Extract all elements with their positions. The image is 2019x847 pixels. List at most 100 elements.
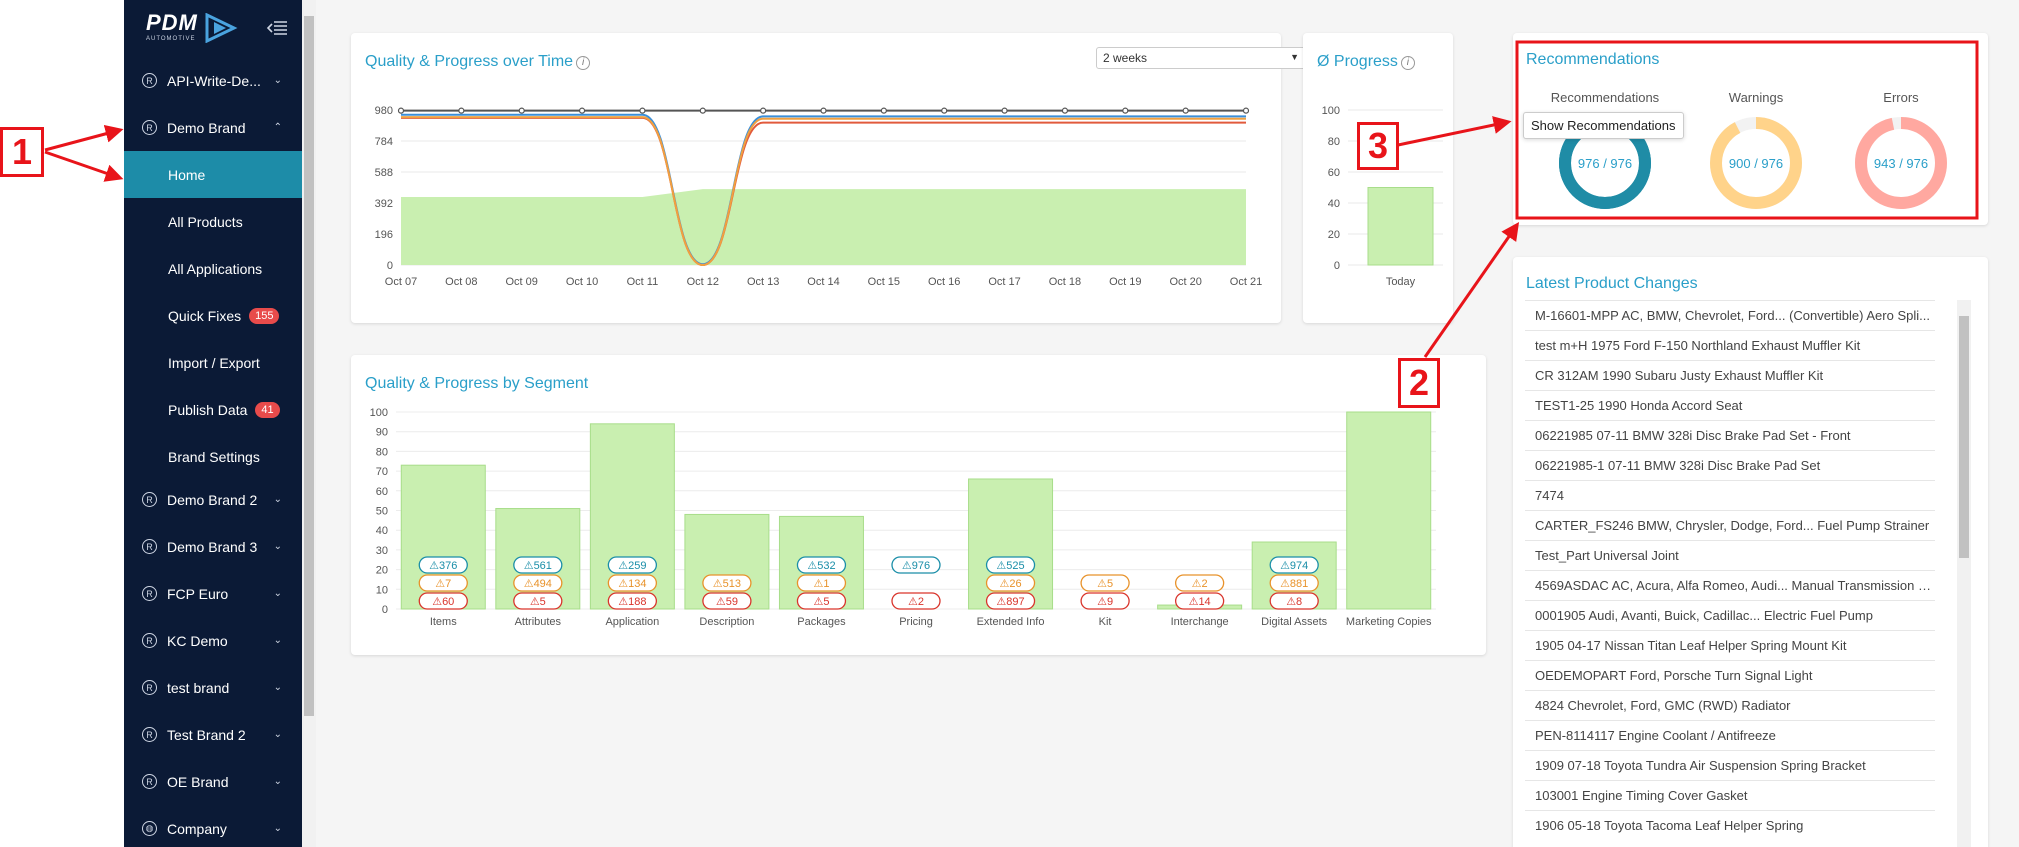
list-item[interactable]: 1909 07-18 Toyota Tundra Air Suspension …	[1525, 750, 1935, 780]
list-item[interactable]: test m+H 1975 Ford F-150 Northland Exhau…	[1525, 330, 1935, 360]
x-tick-label: Oct 16	[928, 276, 960, 288]
badge-count: ⚠9	[1097, 596, 1113, 608]
sidebar-brand-kc-demo[interactable]: R KC Demo ⌄	[124, 617, 302, 664]
list-item[interactable]: 1906 05-18 Toyota Tacoma Leaf Helper Spr…	[1525, 810, 1935, 840]
x-tick-label: Oct 08	[445, 276, 477, 288]
latest-changes-list: M-16601-MPP AC, BMW, Chevrolet, Ford... …	[1525, 300, 1945, 847]
list-item[interactable]: 4569ASDAC AC, Acura, Alfa Romeo, Audi...…	[1525, 570, 1935, 600]
list-item[interactable]: 06221985 07-11 BMW 328i Disc Brake Pad S…	[1525, 420, 1935, 450]
sidebar-item-label: Brand Settings	[168, 448, 260, 465]
list-scrollbar[interactable]	[1957, 300, 1971, 847]
chevron-down-icon: ⌄	[273, 823, 282, 834]
data-point	[1122, 107, 1129, 114]
data-point	[1061, 107, 1069, 114]
sidebar-scrollbar[interactable]	[302, 0, 316, 847]
list-item[interactable]: PEN-8114117 Engine Coolant / Antifreeze	[1525, 720, 1935, 750]
y-tick-label: 30	[376, 545, 388, 557]
x-tick-label: Oct 21	[1230, 276, 1262, 288]
x-tick-label: Digital Assets	[1261, 616, 1328, 628]
list-item[interactable]: 4824 Chevrolet, Ford, GMC (RWD) Radiator	[1525, 690, 1935, 720]
list-item[interactable]: 0001905 Audi, Avanti, Buick, Cadillac...…	[1525, 600, 1935, 630]
y-tick-label: 40	[1328, 198, 1340, 210]
x-tick-label: Oct 19	[1109, 276, 1141, 288]
list-item[interactable]: M-16601-MPP AC, BMW, Chevrolet, Ford... …	[1525, 300, 1935, 330]
bar	[1346, 411, 1432, 610]
x-tick-label: Attributes	[515, 616, 562, 628]
list-item[interactable]: 1905 04-17 Nissan Titan Leaf Helper Spri…	[1525, 630, 1935, 660]
badge-pill	[1269, 592, 1319, 610]
sidebar-brand-test-brand-2[interactable]: R Test Brand 2 ⌄	[124, 711, 302, 758]
list-item[interactable]: CR 312AM 1990 Subaru Justy Exhaust Muffl…	[1525, 360, 1935, 390]
y-tick-label: 40	[376, 525, 388, 537]
x-tick-label: Oct 12	[687, 276, 719, 288]
y-tick-label: 100	[1322, 105, 1340, 117]
info-icon[interactable]: i	[1400, 56, 1415, 70]
registered-icon: R	[142, 586, 157, 601]
data-point	[458, 107, 465, 114]
show-recommendations-tooltip[interactable]: Show Recommendations	[1523, 112, 1684, 139]
chevron-down-icon: ⌄	[273, 588, 282, 599]
y-tick-label: 196	[375, 229, 393, 241]
sidebar-brand-demo-brand[interactable]: R Demo Brand ⌃	[124, 104, 302, 151]
sidebar-item-label: FCP Euro	[167, 585, 229, 602]
x-tick-label: Oct 10	[566, 276, 598, 288]
list-item[interactable]: Test_Part Universal Joint	[1525, 540, 1935, 570]
sidebar-item-publish-data[interactable]: Publish Data 41	[124, 386, 302, 433]
x-tick-label: Description	[699, 616, 754, 628]
sidebar-item-home[interactable]: Home	[124, 151, 302, 198]
sidebar-item-quick-fixes[interactable]: Quick Fixes 155	[124, 292, 302, 339]
sidebar-brand-api-write[interactable]: R API-Write-De... ⌄	[124, 57, 302, 104]
x-tick-label: Oct 09	[506, 276, 538, 288]
x-tick-label: Oct 11	[627, 276, 659, 288]
list-item[interactable]: CARTER_FS246 BMW, Chrysler, Dodge, Ford.…	[1525, 510, 1935, 540]
sidebar-item-import-export[interactable]: Import / Export	[124, 339, 302, 386]
sidebar-brand-oe-brand[interactable]: R OE Brand ⌄	[124, 758, 302, 805]
sidebar-brand-demo-brand-2[interactable]: R Demo Brand 2 ⌄	[124, 476, 302, 523]
badge-count: ⚠2	[1192, 578, 1208, 590]
list-item[interactable]: 7474	[1525, 480, 1935, 510]
sidebar-brand-fcp-euro[interactable]: R FCP Euro ⌄	[124, 570, 302, 617]
list-item[interactable]: OEDEMOPART Ford, Porsche Turn Signal Lig…	[1525, 660, 1935, 690]
badge-count: ⚠561	[524, 560, 552, 572]
badge-pill	[702, 592, 752, 610]
y-tick-label: 588	[375, 167, 393, 179]
sidebar-item-all-applications[interactable]: All Applications	[124, 245, 302, 292]
card-title-text: Quality & Progress by Segment	[365, 375, 589, 392]
x-tick-label: Pricing	[899, 616, 933, 628]
sidebar-item-label: KC Demo	[167, 632, 228, 649]
info-icon[interactable]: i	[576, 56, 591, 70]
registered-icon: R	[142, 680, 157, 695]
sidebar-brand-demo-brand-3[interactable]: R Demo Brand 3 ⌄	[124, 523, 302, 570]
list-item[interactable]: 06221985-1 07-11 BMW 328i Disc Brake Pad…	[1525, 450, 1935, 480]
list-item[interactable]: TEST1-25 1990 Honda Accord Seat	[1525, 390, 1935, 420]
scrollbar-thumb[interactable]	[1959, 316, 1969, 558]
y-tick-label: 0	[382, 604, 388, 616]
line-series	[401, 113, 1246, 266]
logo-text: PDM	[146, 9, 198, 35]
scrollbar-thumb[interactable]	[304, 16, 314, 716]
badge-pill	[513, 592, 563, 610]
data-point	[639, 107, 646, 114]
collapse-sidebar-icon[interactable]	[266, 20, 288, 36]
badge-pill	[513, 556, 563, 574]
bar	[1367, 187, 1434, 266]
data-point	[760, 107, 767, 114]
card-title: Quality & Progress over Time i	[365, 53, 591, 71]
data-point	[1242, 107, 1250, 114]
chevron-down-icon: ⌄	[273, 682, 282, 693]
list-item[interactable]: 103001 Engine Timing Cover Gasket	[1525, 780, 1935, 810]
sidebar-item-brand-settings[interactable]: Brand Settings	[124, 433, 302, 480]
x-tick-label: Extended Info	[977, 616, 1045, 628]
data-point	[397, 107, 405, 114]
area-series	[401, 189, 1246, 265]
badge-count: ⚠5	[530, 596, 546, 608]
logo-arrow-icon	[205, 12, 238, 43]
badge-count: ⚠513	[713, 578, 741, 590]
badge-count: ⚠60	[432, 596, 454, 608]
sidebar-item-all-products[interactable]: All Products	[124, 198, 302, 245]
badge-count: ⚠8	[1286, 596, 1302, 608]
x-tick-label: Application	[605, 616, 659, 628]
sidebar-item-company[interactable]: ◍ Company ⌄	[124, 805, 302, 847]
y-tick-label: 60	[1328, 167, 1340, 179]
